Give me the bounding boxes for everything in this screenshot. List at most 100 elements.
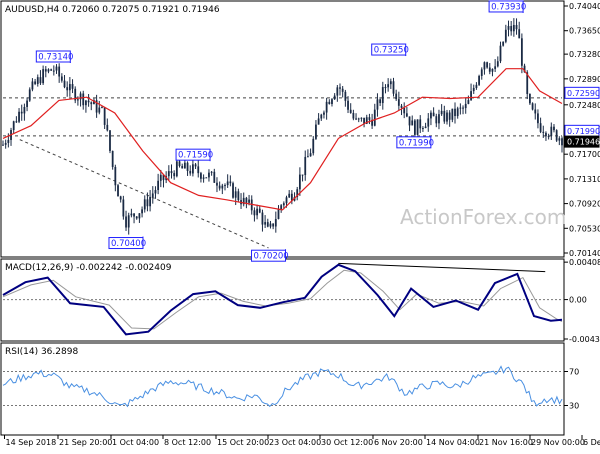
- x-tick-label-7: 6 Nov 20:00: [374, 438, 423, 447]
- candle-body: [18, 112, 20, 122]
- candle-body: [323, 113, 325, 115]
- candle-body: [141, 209, 143, 213]
- candle-body: [320, 115, 322, 119]
- candle-body: [387, 84, 389, 87]
- x-tick-label-10: 29 Nov 00:00: [531, 438, 585, 447]
- candle-body: [48, 69, 50, 71]
- candle-body: [494, 66, 496, 69]
- candle-body: [476, 85, 478, 88]
- price-y-tick-label-9: 0.70530: [569, 224, 600, 233]
- candle-body: [409, 116, 411, 125]
- candle-body: [489, 68, 491, 72]
- x-tick-label-9: 21 Nov 16:00: [479, 438, 533, 447]
- candle-body: [216, 183, 218, 186]
- candle-body: [270, 224, 272, 227]
- candle-body: [187, 163, 189, 171]
- price-tag-label-0: 0.72590: [567, 89, 600, 98]
- candle-body: [312, 139, 314, 153]
- candle-body: [21, 112, 23, 114]
- candle-body: [205, 177, 207, 178]
- rsi-header: RSI(14) 36.2898: [5, 347, 78, 357]
- candle-body: [401, 106, 403, 108]
- candle-body: [208, 173, 210, 178]
- candle-body: [264, 222, 266, 224]
- candle-body: [64, 81, 66, 88]
- candle-body: [197, 166, 199, 173]
- candle-body: [393, 81, 395, 93]
- candle-body: [5, 143, 7, 145]
- candle-body: [352, 113, 354, 119]
- candle-body: [235, 191, 237, 197]
- candle-body: [184, 163, 186, 169]
- price-tag-label-2: 0.71946: [567, 138, 600, 147]
- candle-body: [179, 161, 181, 166]
- candle-body: [280, 205, 282, 209]
- candle-body: [478, 76, 480, 85]
- candle-body: [302, 175, 304, 176]
- candle-body: [532, 103, 534, 109]
- candle-body: [203, 177, 205, 178]
- candle-body: [403, 108, 405, 113]
- candle-body: [82, 94, 84, 106]
- candle-body: [419, 119, 421, 128]
- candle-body: [310, 153, 312, 156]
- candle-body: [318, 118, 320, 124]
- candle-body: [550, 127, 552, 136]
- candle-body: [446, 113, 448, 122]
- macd-y-tick-label-0: 0.004085: [569, 258, 600, 267]
- candle-body: [443, 111, 445, 122]
- candle-body: [470, 91, 472, 100]
- candle-body: [66, 87, 68, 90]
- candle-body: [561, 138, 563, 145]
- candle-body: [15, 121, 17, 122]
- candle-body: [88, 101, 90, 103]
- candle-body: [50, 69, 52, 70]
- candle-body: [149, 197, 151, 206]
- candle-body: [213, 172, 215, 183]
- candle-body: [171, 171, 173, 173]
- candle-body: [37, 77, 39, 84]
- candle-body: [505, 30, 507, 42]
- candle-body: [328, 102, 330, 104]
- candle-body: [430, 113, 432, 119]
- candle-body: [417, 119, 419, 134]
- candle-body: [545, 133, 547, 136]
- macd-y-tick-label-1: 0.00: [569, 296, 587, 305]
- macd-y-tick-label-2: -0.0043: [569, 335, 600, 344]
- candle-body: [540, 123, 542, 132]
- x-tick-label-3: 8 Oct 12:00: [164, 438, 211, 447]
- candle-body: [379, 99, 381, 103]
- candle-body: [382, 87, 384, 103]
- price-tag-label-1: 0.71990: [567, 127, 600, 136]
- candle-body: [299, 175, 301, 190]
- candle-body: [176, 161, 178, 176]
- candle-body: [521, 38, 523, 65]
- candle-body: [112, 151, 114, 167]
- x-tick-label-5: 23 Oct 04:00: [269, 438, 321, 447]
- candle-body: [336, 87, 338, 95]
- candle-body: [534, 110, 536, 114]
- price-y-tick-label-3: 0.72890: [569, 75, 600, 84]
- candle-body: [256, 209, 258, 216]
- candle-body: [120, 196, 122, 199]
- x-tick-label-11: 6 Dec 08:00: [583, 438, 600, 447]
- candle-body: [229, 181, 231, 183]
- candle-body: [502, 42, 504, 46]
- price-y-tick-label-10: 0.70140: [569, 249, 600, 258]
- candle-body: [553, 127, 555, 130]
- candle-body: [467, 100, 469, 104]
- x-tick-label-0: 14 Sep 2018: [6, 438, 57, 447]
- price-y-tick-label-0: 0.74040: [569, 2, 600, 11]
- candle-body: [227, 181, 229, 185]
- candle-body: [128, 215, 130, 227]
- swing-label-3: 0.70200: [254, 252, 289, 262]
- candle-body: [40, 77, 42, 83]
- candle-body: [211, 172, 213, 173]
- candle-body: [152, 193, 154, 196]
- price-y-tick-label-6: 0.71700: [569, 150, 600, 159]
- candle-body: [98, 108, 100, 113]
- candle-body: [42, 69, 44, 83]
- price-y-tick-label-8: 0.70920: [569, 200, 600, 209]
- candle-body: [221, 186, 223, 189]
